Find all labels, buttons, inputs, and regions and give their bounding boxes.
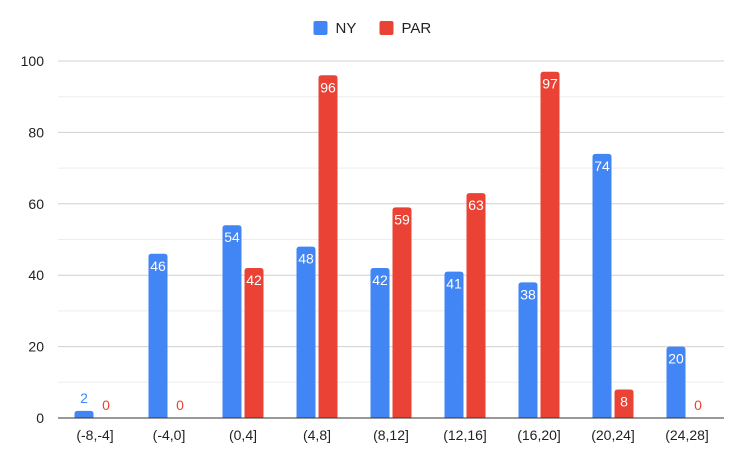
- bar-par: [466, 193, 486, 418]
- bar-ny: [666, 346, 686, 418]
- y-tick-label: 20: [28, 339, 44, 355]
- data-label-par: 0: [694, 397, 702, 413]
- data-label-par: 0: [176, 397, 184, 413]
- x-tick-label: (20,24]: [591, 427, 635, 443]
- bar-par: [318, 75, 338, 418]
- bar-par: [392, 207, 412, 418]
- legend-label-ny: NY: [336, 20, 357, 37]
- data-label-ny: 46: [150, 258, 166, 274]
- bar-ny: [444, 271, 464, 418]
- bar-par: [244, 268, 264, 418]
- bar-ny: [148, 253, 168, 418]
- data-label-ny: 48: [298, 251, 314, 267]
- x-tick-label: (0,4]: [229, 427, 257, 443]
- data-label-par: 96: [320, 79, 336, 95]
- bar-ny: [222, 225, 242, 418]
- data-label-par: 59: [394, 211, 410, 227]
- data-label-par: 8: [620, 393, 628, 409]
- bar-par: [614, 389, 634, 418]
- y-axis: 0 20 40 60 80 100: [21, 53, 45, 426]
- x-tick-label: (-8,-4]: [76, 427, 113, 443]
- data-label-ny: 20: [668, 351, 684, 367]
- bars: [74, 71, 686, 419]
- legend-item-ny: NY: [313, 20, 357, 37]
- y-tick-label: 80: [28, 124, 44, 140]
- data-label-ny: 38: [520, 286, 536, 302]
- x-tick-label: (4,8]: [303, 427, 331, 443]
- legend-swatch-par: [379, 21, 394, 35]
- legend-item-par: PAR: [379, 20, 432, 37]
- bar-ny: [370, 268, 390, 418]
- bar-par: [540, 71, 560, 419]
- data-label-par: 63: [468, 197, 484, 213]
- data-label-par: 97: [542, 76, 558, 92]
- x-tick-label: (16,20]: [517, 427, 561, 443]
- legend: NY PAR: [313, 20, 432, 37]
- data-label-ny: 41: [446, 276, 462, 292]
- bar-ny: [592, 153, 612, 418]
- x-tick-label: (8,12]: [373, 427, 409, 443]
- legend-label-par: PAR: [402, 20, 432, 37]
- bar-ny: [74, 410, 94, 418]
- gridlines: [58, 60, 724, 383]
- x-tick-label: (12,16]: [443, 427, 487, 443]
- data-label-par: 0: [102, 397, 110, 413]
- data-label-ny: 54: [224, 229, 240, 245]
- y-tick-label: 60: [28, 196, 44, 212]
- y-tick-label: 100: [21, 53, 45, 69]
- x-axis: (-8,-4] (-4,0] (0,4] (4,8] (8,12] (12,16] (16,…: [58, 417, 724, 443]
- legend-swatch-ny: [313, 21, 328, 35]
- bar-ny: [296, 246, 316, 418]
- x-tick-label: (-4,0]: [153, 427, 186, 443]
- data-label-par: 42: [246, 272, 262, 288]
- y-tick-label: 0: [36, 410, 44, 426]
- x-tick-label: (24,28]: [665, 427, 709, 443]
- data-label-ny: 74: [594, 158, 610, 174]
- bar-ny: [518, 282, 538, 418]
- data-label-ny: 42: [372, 272, 388, 288]
- data-label-ny: 2: [80, 390, 88, 406]
- y-tick-label: 40: [28, 267, 44, 283]
